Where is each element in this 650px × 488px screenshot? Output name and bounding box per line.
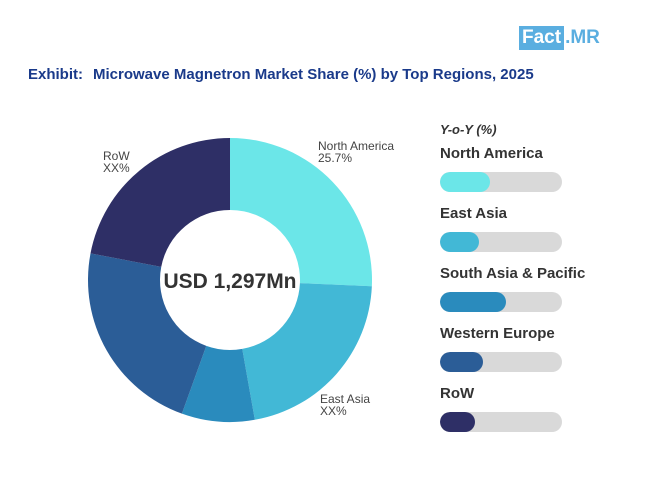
yoy-bar-track-western-europe [440,352,562,372]
slice-label-north-america-value: 25.7% [318,151,352,165]
title-text: Microwave Magnetron Market Share (%) by … [93,66,534,83]
center-total-label: USD 1,297Mn [163,270,296,293]
yoy-bar-fill-north-america [440,172,491,192]
legend-label-east-asia: East Asia [440,205,507,222]
chart-title: Exhibit: Microwave Magnetron Market Share… [28,66,534,83]
legend-label-western-europe: Western Europe [440,325,555,342]
slice-north-america [230,138,373,287]
yoy-bar-fill-south-asia-pacific [440,292,506,312]
yoy-bar-track-east-asia [440,232,562,252]
legend-label-south-asia-pacific: South Asia & Pacific [440,265,586,282]
slice-label-row-value: XX% [103,161,130,175]
yoy-bar-fill-western-europe [440,352,483,372]
slice-label-north-america-name: North America [318,139,394,153]
yoy-bar-fill-east-asia [440,232,480,252]
exhibit-label: Exhibit: [28,66,83,83]
slice-row [90,138,230,267]
slice-label-row-name: RoW [103,149,130,163]
slice-western-europe [88,253,207,414]
slice-east-asia [242,283,372,420]
legend-label-north-america: North America [440,145,543,162]
logo-part-1: Fact [519,26,565,50]
yoy-bar-track-south-asia-pacific [440,292,562,312]
yoy-bar-fill-row [440,412,476,432]
slice-label-east-asia-value: XX% [320,404,347,418]
yoy-bar-track-north-america [440,172,562,192]
logo-part-2: .MR [565,27,600,48]
factmr-logo: Fact .MR [519,26,600,50]
yoy-bar-track-row [440,412,562,432]
legend-label-row: RoW [440,385,475,402]
slice-label-east-asia-name: East Asia [320,392,370,406]
legend-title: Y-o-Y (%) [440,122,497,137]
slice-south-asia-pacific [181,345,255,422]
